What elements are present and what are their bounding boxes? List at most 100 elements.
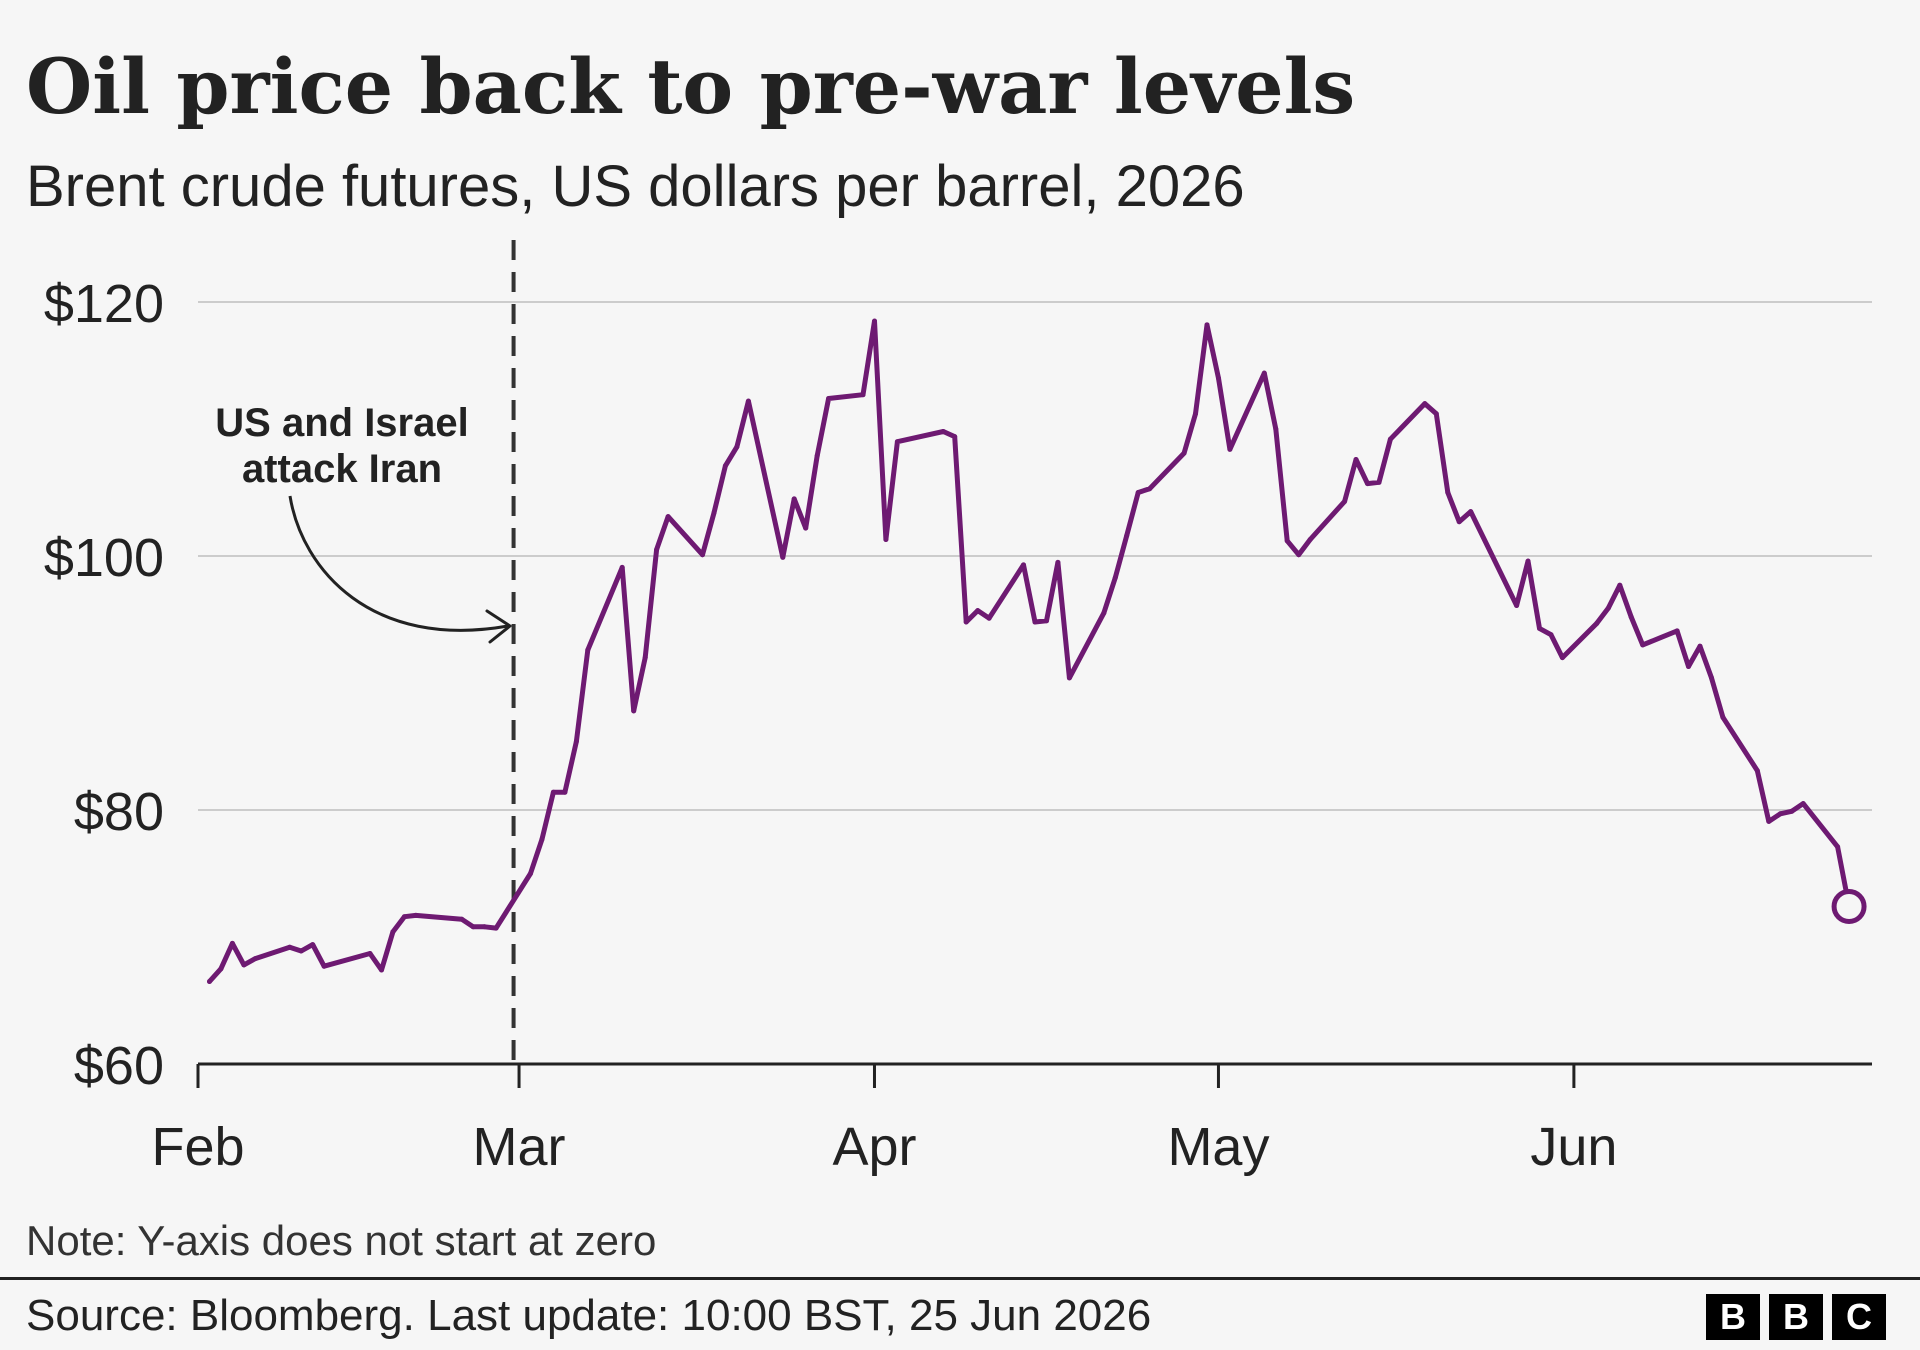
data-point (1514, 603, 1520, 608)
data-point (1777, 811, 1783, 817)
data-point (654, 547, 660, 553)
data-point (241, 962, 247, 968)
data-point (470, 924, 476, 930)
y-tick-label: $60 (74, 1036, 164, 1096)
data-point (1433, 411, 1439, 417)
x-tick-label: Apr (832, 1117, 916, 1177)
data-point (401, 914, 407, 920)
data-point (1181, 450, 1187, 456)
data-point (814, 453, 820, 459)
data-point (1525, 558, 1531, 564)
data-point (722, 463, 728, 469)
data-point (1537, 625, 1542, 631)
data-point (745, 398, 751, 404)
data-point (860, 392, 866, 398)
data-point (1216, 375, 1221, 381)
data-point (1112, 575, 1118, 581)
data-point (1548, 632, 1554, 638)
data-point (207, 979, 212, 984)
y-tick-label: $120 (44, 274, 164, 334)
data-point (1021, 562, 1026, 568)
chart-note: Note: Y-axis does not start at zero (26, 1217, 657, 1264)
data-point (1422, 401, 1428, 407)
data-point (1800, 801, 1806, 807)
data-point (791, 496, 797, 502)
data-point (894, 439, 900, 445)
data-point (252, 956, 258, 962)
gridlines (198, 301, 1872, 811)
annotation-arrow (288, 495, 509, 632)
data-point (1044, 618, 1049, 624)
data-point (1697, 643, 1703, 649)
x-axis-ticks: Feb Mar Apr May Jun (151, 1064, 1617, 1177)
data-point (493, 925, 499, 931)
data-point (1101, 610, 1107, 616)
data-point (1261, 370, 1267, 376)
y-tick-label: $80 (74, 782, 164, 842)
data-point (310, 942, 316, 948)
data-point (1307, 537, 1313, 542)
chart-title: Oil price back to pre-war levels (26, 42, 1356, 131)
y-axis-tick-labels: $120 $100 $80 $60 (44, 274, 164, 1096)
bbc-logo: B B C (1706, 1294, 1886, 1340)
data-point (390, 929, 396, 935)
data-point (229, 940, 235, 946)
data-point (1284, 538, 1290, 544)
data-point (1353, 457, 1359, 462)
data-point (1296, 552, 1302, 558)
data-point (573, 738, 579, 744)
data-point (1766, 818, 1772, 824)
data-point (631, 708, 637, 714)
data-point (1066, 675, 1072, 681)
data-point (940, 429, 946, 434)
data-point (734, 444, 740, 450)
annotation-arrowhead (485, 609, 512, 644)
data-point (585, 647, 591, 653)
data-point (952, 434, 958, 440)
data-point (1376, 479, 1382, 485)
footer-divider (0, 1277, 1920, 1280)
data-point (975, 608, 981, 614)
data-point (711, 510, 717, 516)
data-point (803, 525, 809, 531)
data-point (413, 912, 419, 918)
data-point (872, 318, 877, 324)
data-point (1640, 642, 1646, 648)
data-point (287, 944, 293, 950)
data-point (883, 537, 889, 542)
data-point (1055, 559, 1061, 565)
data-point (1227, 446, 1233, 452)
data-point (528, 871, 533, 876)
x-tick-label: Jun (1530, 1117, 1617, 1177)
data-point (367, 951, 373, 956)
data-point (539, 836, 545, 842)
data-point (562, 789, 568, 795)
x-tick-label: Mar (473, 1117, 566, 1177)
data-point (1445, 490, 1451, 495)
data-point (986, 615, 992, 621)
y-tick-label: $100 (44, 528, 164, 588)
data-point (321, 963, 327, 969)
source-text: Source: Bloomberg. Last update: 10:00 BS… (26, 1291, 1152, 1340)
data-point (1273, 426, 1279, 432)
data-point (1468, 509, 1474, 515)
end-point-marker (1831, 889, 1867, 925)
data-point (1342, 498, 1348, 504)
data-point (1559, 655, 1565, 661)
data-point (1365, 481, 1370, 487)
data-point (642, 655, 648, 661)
data-point (482, 924, 488, 930)
annotation-group: US and Israel attack Iran (215, 240, 516, 1064)
data-point (218, 966, 224, 972)
bbc-logo-letter: B (1706, 1294, 1760, 1340)
data-point (1147, 486, 1153, 492)
data-point (826, 396, 832, 401)
data-point (1720, 714, 1726, 720)
x-tick-label: Feb (151, 1117, 244, 1177)
data-point (1204, 322, 1210, 328)
data-point (298, 948, 304, 954)
annotation-label-line-1: US and Israel (215, 401, 468, 445)
data-point (1617, 582, 1623, 588)
data-point (1628, 614, 1634, 620)
